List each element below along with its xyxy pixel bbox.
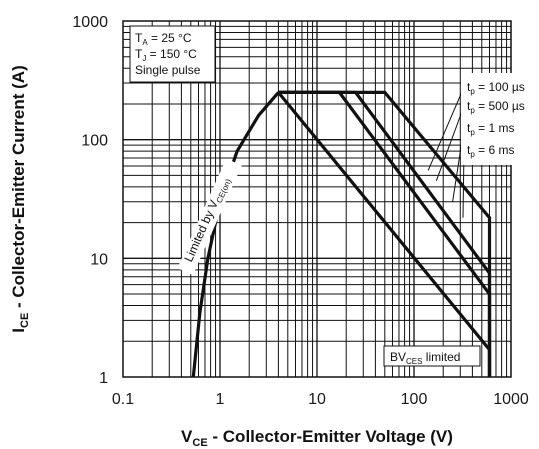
bvces-limit-label: BVCES limited — [390, 350, 460, 366]
y-tick-label: 1 — [99, 370, 108, 387]
vce-on-label-bg — [177, 158, 242, 276]
y-tick-label: 100 — [81, 133, 108, 150]
legend-tp-100us: tp = 100 µs — [467, 80, 525, 96]
x-tick-label: 10 — [308, 391, 326, 408]
y-tick-label: 1000 — [72, 14, 108, 31]
plot-frame — [122, 20, 512, 378]
pulse-legend-box — [461, 73, 539, 165]
x-tick-label: 1 — [216, 391, 225, 408]
x-tick-label: 100 — [401, 391, 428, 408]
conditions-box — [129, 25, 216, 83]
legend-tp-1ms: tp = 1 ms — [467, 121, 514, 137]
legend-tp-500us: tp = 500 µs — [467, 99, 525, 115]
series-line-tp-500-s — [278, 90, 492, 377]
series-line-tp-100-s — [278, 90, 492, 377]
series-line-tp-6-ms — [277, 91, 492, 377]
x-axis-title: VCE - Collector-Emitter Voltage (V) — [181, 427, 453, 449]
x-tick-label: 1000 — [493, 391, 529, 408]
series-line-tp-1-ms — [278, 90, 492, 377]
curves — [191, 90, 492, 378]
y-tick-label: 10 — [90, 251, 108, 268]
condition-ta: TA = 25 °C — [135, 31, 192, 47]
y-axis-title: ICE - Collector-Emitter Current (A) — [9, 65, 31, 332]
label-leader-line — [427, 86, 465, 171]
y-tick-labels: 1 10 100 1000 — [72, 14, 108, 387]
bvces-label-bg — [383, 345, 481, 367]
x-tick-label: 0.1 — [112, 391, 134, 408]
x-tick-labels: 0.1 1 10 100 1000 — [112, 391, 529, 408]
legend-tp-6ms: tp = 6 ms — [467, 143, 514, 159]
condition-pulse: Single pulse — [135, 63, 201, 77]
condition-tj: TJ = 150 °C — [135, 47, 197, 63]
label-leader-line — [435, 105, 465, 181]
vce-on-limit-label: Limited by VCE(on) — [181, 174, 233, 264]
